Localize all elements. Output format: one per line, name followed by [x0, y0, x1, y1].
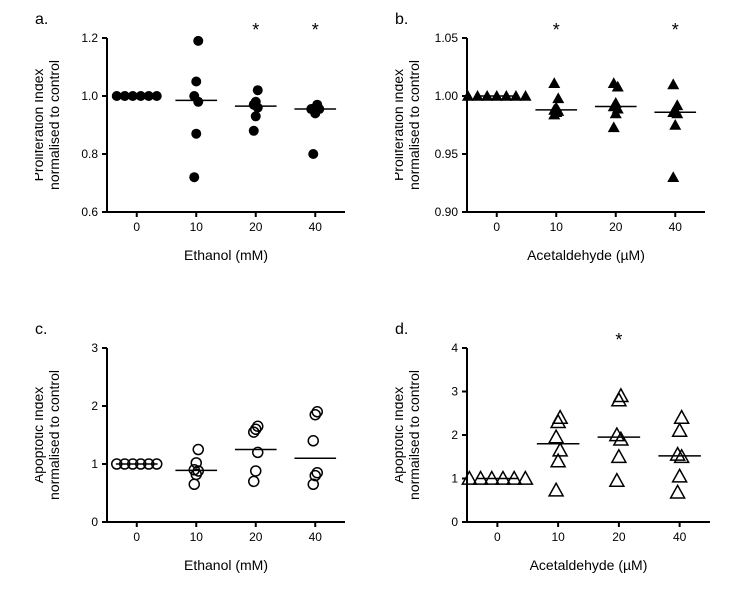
data-point	[251, 111, 261, 121]
y-tick-label: 0.90	[435, 205, 459, 219]
data-point	[673, 469, 687, 482]
y-axis-label: Proliferation Indexnormalised to control	[35, 60, 62, 190]
svg-text:normalised to control: normalised to control	[406, 60, 422, 190]
y-axis-label: Apoptotic Indexnormalised to control	[35, 370, 62, 500]
x-tick-label: 10	[190, 220, 204, 234]
x-tick-label: 10	[190, 530, 204, 544]
data-point	[669, 119, 681, 130]
data-point	[675, 411, 689, 424]
y-tick-label: 0.95	[435, 147, 459, 161]
data-point	[312, 407, 322, 417]
panel-d: d.012340102040Acetaldehyde (µM)Apoptotic…	[395, 320, 720, 580]
x-tick-label: 10	[550, 220, 564, 234]
x-tick-label: 20	[249, 530, 263, 544]
x-tick-label: 40	[673, 530, 687, 544]
x-tick-label: 20	[249, 220, 263, 234]
data-point	[667, 171, 679, 182]
data-point	[608, 121, 620, 132]
data-point	[193, 36, 203, 46]
x-tick-label: 10	[551, 530, 565, 544]
y-tick-label: 3	[91, 341, 98, 355]
y-tick-label: 1.0	[81, 89, 98, 103]
data-point	[253, 85, 263, 95]
y-tick-label: 4	[451, 341, 458, 355]
y-tick-label: 0.8	[81, 147, 98, 161]
y-tick-label: 1.00	[435, 89, 459, 103]
data-point	[673, 424, 687, 437]
data-point	[671, 485, 685, 498]
data-point	[550, 102, 562, 113]
data-point	[612, 450, 626, 463]
svg-text:Proliferation index: Proliferation index	[395, 69, 406, 181]
data-point	[191, 129, 201, 139]
x-axis-label: Ethanol (mM)	[184, 247, 268, 263]
y-tick-label: 3	[451, 385, 458, 399]
data-point	[251, 466, 261, 476]
y-tick-label: 1	[451, 472, 458, 486]
panel-label: b.	[395, 11, 408, 28]
x-tick-label: 20	[609, 220, 623, 234]
panel-label: c.	[35, 321, 47, 338]
svg-text:Apoptotic Index: Apoptotic Index	[395, 387, 406, 484]
y-axis-label: Proliferation indexnormalised to control	[395, 60, 422, 190]
y-tick-label: 0	[451, 515, 458, 529]
x-axis-label: Acetaldehyde (µM)	[527, 247, 645, 263]
data-point	[308, 436, 318, 446]
figure: a.0.60.81.01.20102040Ethanol (mM)Prolife…	[0, 0, 735, 600]
data-point	[552, 92, 564, 103]
x-axis-label: Acetaldehyde (µM)	[530, 557, 648, 573]
y-tick-label: 2	[451, 428, 458, 442]
x-tick-label: 0	[494, 530, 501, 544]
data-point	[189, 91, 199, 101]
svg-text:Proliferation Index: Proliferation Index	[35, 69, 46, 182]
data-point	[189, 479, 199, 489]
significance-mark: *	[553, 20, 560, 40]
significance-mark: *	[252, 20, 259, 40]
svg-text:normalised to control: normalised to control	[46, 370, 62, 500]
data-point	[191, 77, 201, 87]
panel-label: a.	[35, 11, 48, 28]
data-point	[189, 172, 199, 182]
x-tick-label: 0	[133, 220, 140, 234]
data-point	[548, 77, 560, 88]
panel-b: b. 0.90 0.95 1.00 1.05 0 10 20 40 Acetaldehyde (µ…	[395, 10, 715, 270]
svg-text:normailsed to control: normailsed to control	[406, 370, 422, 500]
x-tick-label: 20	[612, 530, 626, 544]
significance-mark: *	[615, 330, 622, 350]
y-tick-label: 0.6	[81, 205, 98, 219]
panel-c: c. 0 1 2 3 0 10 20 40 Ethanol (mM) Apoptotic Index…	[35, 320, 355, 580]
y-tick-label: 1.05	[435, 31, 459, 45]
data-point	[549, 483, 563, 496]
x-tick-label: 0	[133, 530, 140, 544]
data-point	[251, 97, 261, 107]
svg-text:Apoptotic Index: Apoptotic Index	[35, 387, 46, 484]
x-tick-label: 40	[669, 220, 683, 234]
data-point	[249, 126, 259, 136]
panel-a: a. 0.6 0.8 1.0 1.2 0 10 20 40 Ethanol (mM) Prolife…	[35, 10, 355, 270]
y-tick-label: 2	[91, 399, 98, 413]
y-tick-label: 0	[91, 515, 98, 529]
svg-text:normalised to control: normalised to control	[46, 60, 62, 190]
data-point	[308, 149, 318, 159]
x-axis-label: Ethanol (mM)	[184, 557, 268, 573]
data-point	[312, 468, 322, 478]
data-point	[249, 476, 259, 486]
x-tick-label: 40	[309, 530, 323, 544]
y-tick-label: 1	[91, 457, 98, 471]
data-point	[549, 430, 563, 443]
data-point	[667, 78, 679, 89]
data-point	[312, 100, 322, 110]
data-point	[520, 90, 532, 101]
data-point	[193, 445, 203, 455]
data-point	[671, 99, 683, 110]
significance-mark: *	[312, 20, 319, 40]
data-point	[553, 443, 567, 456]
x-tick-label: 40	[309, 220, 323, 234]
data-point	[610, 474, 624, 487]
y-axis-label: Apoptotic Indexnormailsed to control	[395, 370, 422, 500]
significance-mark: *	[672, 20, 679, 40]
y-tick-label: 1.2	[81, 31, 98, 45]
x-tick-label: 0	[493, 220, 500, 234]
panel-label: d.	[395, 321, 408, 338]
